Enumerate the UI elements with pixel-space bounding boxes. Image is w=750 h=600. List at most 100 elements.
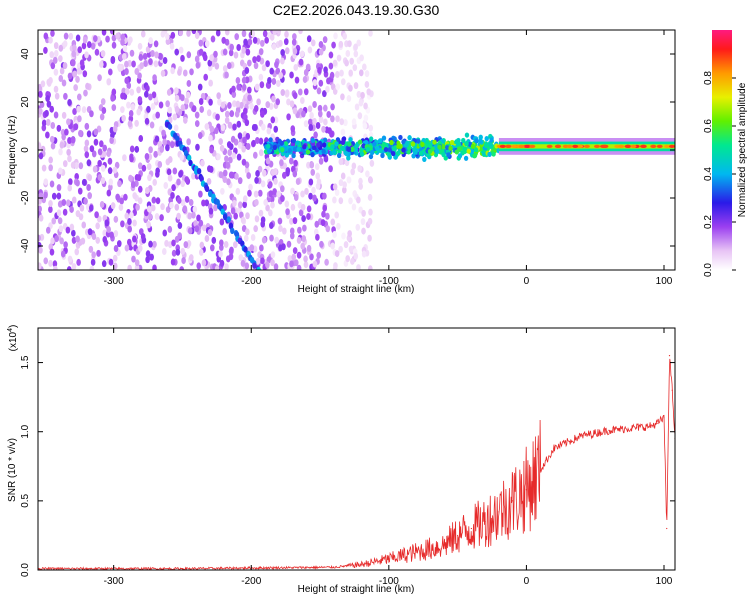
- spectrogram-noise-cell: [280, 185, 285, 193]
- spectrogram-x-tick-label: -300: [104, 276, 124, 287]
- snr-data-point: [181, 568, 184, 570]
- spectrogram-noise-cell: [347, 230, 352, 238]
- spectrogram-noise-cell: [293, 63, 299, 71]
- spectrogram-noise-cell: [60, 250, 66, 258]
- snr-panel: -300 -200 -100 0 100 0.0 0.5 1.0 1.5 (x104) SNR …: [7, 325, 676, 595]
- spectrogram-band-cell: [380, 152, 385, 159]
- spectrogram-noise-cell: [230, 135, 236, 143]
- spectrogram-band-cell: [272, 144, 278, 151]
- spectrogram-noise-cell: [280, 89, 286, 97]
- snr-data-point: [649, 425, 651, 427]
- spectrogram-noise-cell: [191, 211, 196, 219]
- colorbar-tick-label: 0.4: [703, 167, 714, 181]
- spectrogram-noise-cell: [102, 144, 108, 152]
- spectrogram-noise-cell: [146, 163, 152, 171]
- spectrogram-noise-cell: [208, 207, 214, 215]
- spectrogram-noise-cell: [331, 41, 336, 49]
- snr-x-tick-label: 0: [524, 576, 530, 587]
- spectrogram-noise-cell: [119, 197, 124, 205]
- spectrogram-noise-cell: [255, 257, 261, 265]
- spectrogram-noise-cell: [70, 136, 76, 144]
- spectrogram-noise-cell: [306, 35, 312, 43]
- spectrogram-noise-cell: [216, 153, 221, 161]
- spectrogram-noise-cell: [315, 233, 320, 241]
- spectrogram-noise-cell: [148, 37, 153, 45]
- spectrogram-noise-cell: [154, 213, 160, 221]
- spectrogram-noise-cell: [111, 104, 117, 112]
- spectrogram-band-cell: [464, 140, 469, 147]
- spectrogram-noise-cell: [170, 67, 175, 75]
- spectrogram-noise-cell: [317, 110, 323, 118]
- spectrogram-noise-cell: [335, 70, 340, 78]
- spectrogram-noise-cell: [307, 105, 313, 113]
- spectrogram-noise-cell: [45, 226, 51, 234]
- spectrogram-noise-cell: [222, 227, 228, 235]
- spectrogram-noise-cell: [101, 106, 107, 114]
- spectrogram-noise-cell: [253, 225, 258, 233]
- spectrogram-noise-cell: [77, 115, 82, 123]
- spectrogram-noise-cell: [255, 170, 260, 178]
- spectrogram-band-cell: [418, 150, 424, 156]
- spectrogram-noise-cell: [86, 130, 92, 138]
- spectrogram-noise-cell: [361, 209, 366, 217]
- spectrogram-noise-cell: [62, 160, 68, 168]
- spectrogram-noise-cell: [235, 187, 241, 195]
- spectrogram-noise-cell: [323, 118, 328, 126]
- spectrogram-noise-cell: [41, 164, 47, 172]
- spectrogram-noise-cell: [191, 172, 196, 180]
- spectrogram-noise-cell: [345, 255, 350, 263]
- spectrogram-noise-cell: [108, 178, 114, 186]
- spectrogram-noise-cell: [53, 49, 59, 57]
- spectrogram-noise-cell: [305, 63, 311, 71]
- spectrogram-noise-cell: [167, 174, 173, 182]
- spectrogram-noise-cell: [259, 81, 265, 89]
- spectrogram-band-cell: [331, 149, 337, 155]
- spectrogram-noise-cell: [134, 259, 140, 267]
- spectrogram-noise-cell: [364, 80, 370, 88]
- spectrogram-noise-cell: [121, 114, 126, 122]
- spectrogram-noise-cell: [50, 237, 55, 245]
- spectrogram-noise-cell: [247, 86, 252, 94]
- spectrogram-noise-cell: [219, 218, 225, 226]
- colorbar: 0.0 0.2 0.4 0.6 0.8 Normalized spectral ampl…: [703, 30, 748, 277]
- spectrogram-noise-cell: [67, 99, 72, 107]
- spectrogram-noise-cell: [197, 83, 203, 91]
- spectrogram-noise-cell: [101, 260, 107, 268]
- spectrogram-noise-cell: [74, 162, 79, 170]
- spectrogram-noise-cell: [194, 32, 200, 40]
- spectrogram-noise-cell: [300, 96, 305, 104]
- spectrogram-noise-cell: [323, 104, 328, 112]
- spectrogram-noise-cell: [194, 120, 200, 128]
- spectrogram-noise-cell: [62, 40, 68, 48]
- spectrogram-noise-cell: [43, 191, 48, 199]
- spectrogram-noise-cell: [48, 205, 53, 213]
- spectrogram-noise-cell: [200, 159, 205, 167]
- spectrogram-band-cell: [389, 139, 394, 146]
- spectrogram-band-cell: [462, 146, 468, 152]
- spectrogram-noise-cell: [290, 125, 296, 133]
- spectrogram-noise-cell: [112, 254, 118, 262]
- spectrogram-band-cell: [422, 156, 427, 162]
- spectrogram-noise-cell: [274, 236, 279, 244]
- spectrogram-diagonal-trace: [256, 266, 261, 270]
- spectrogram-noise-cell: [282, 227, 287, 235]
- spectrogram-noise-cell: [105, 35, 110, 43]
- spectrogram-noise-cell: [93, 138, 99, 146]
- spectrogram-noise-cell: [311, 186, 316, 194]
- spectrogram-y-tick-label: 40: [20, 48, 31, 60]
- spectrogram-noise-cell: [52, 260, 58, 268]
- spectrogram-noise-cell: [71, 50, 77, 58]
- spectrogram-noise-cell: [286, 113, 291, 121]
- spectrogram-noise-cell: [40, 80, 46, 88]
- spectrogram-noise-cell: [318, 41, 324, 49]
- spectrogram-noise-cell: [176, 212, 181, 220]
- spectrogram-noise-cell: [77, 187, 83, 195]
- spectrogram-noise-cell: [237, 141, 243, 149]
- spectrogram-noise-cell: [122, 44, 128, 52]
- spectrogram-noise-cell: [137, 162, 143, 170]
- spectrogram-noise-cell: [198, 190, 203, 198]
- spectrogram-noise-cell: [257, 189, 263, 197]
- spectrogram-noise-cell: [254, 198, 259, 206]
- spectrogram-noise-cell: [234, 172, 239, 180]
- spectrogram-noise-cell: [201, 224, 207, 232]
